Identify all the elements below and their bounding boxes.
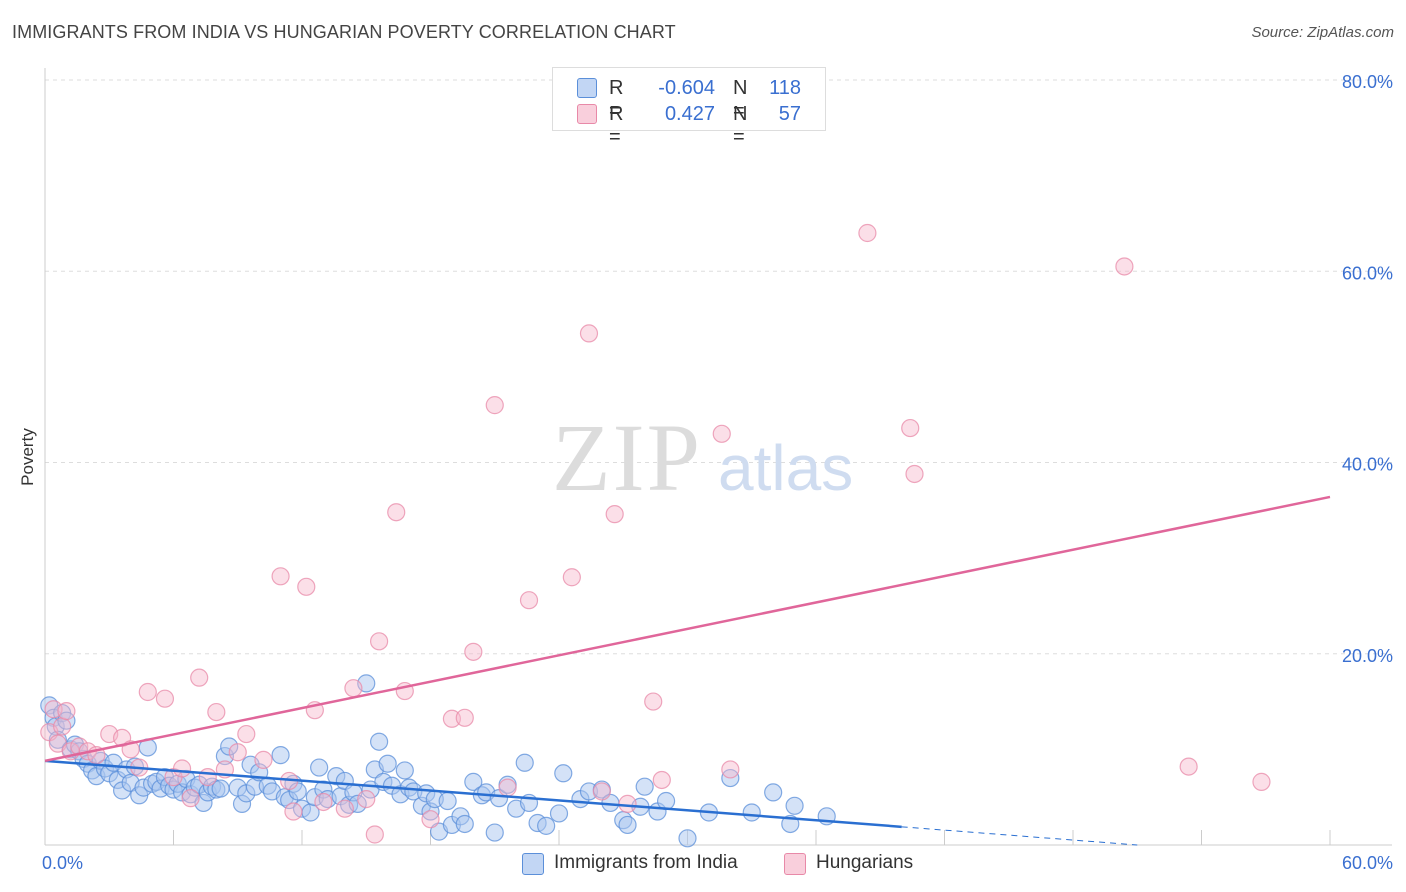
watermark-atlas: atlas xyxy=(718,432,853,504)
hungarians-point-35 xyxy=(370,632,389,651)
india-trend-line xyxy=(44,759,902,829)
hungarians-r-label: R = xyxy=(609,103,624,148)
india-point-99 xyxy=(537,816,556,835)
india-point-101 xyxy=(554,764,573,783)
hungarians-point-23 xyxy=(237,724,256,744)
hungarians-point-51 xyxy=(652,770,671,790)
india-point-92 xyxy=(485,823,504,842)
india-point-117 xyxy=(785,796,804,815)
india-point-107 xyxy=(618,815,637,835)
series-india-points xyxy=(40,674,836,848)
hungarians-point-19 xyxy=(198,768,217,787)
hungarians-point-41 xyxy=(464,642,483,661)
india-n-label: N = xyxy=(733,77,748,122)
correlation-legend: R = -0.604 N = 118 R = 0.427 N = 57 xyxy=(552,67,826,148)
hungarians-point-50 xyxy=(644,692,663,711)
y-axis-label: Poverty xyxy=(18,428,37,486)
hungarians-point-38 xyxy=(421,810,440,829)
hungarians-point-59 xyxy=(1252,772,1271,791)
hungarians-point-22 xyxy=(228,743,247,762)
india-point-74 xyxy=(378,754,397,773)
india-point-52 xyxy=(271,746,290,765)
india-point-60 xyxy=(310,758,329,777)
bottom-india-swatch xyxy=(522,853,544,875)
hungarians-point-42 xyxy=(485,396,504,415)
chart-title: IMMIGRANTS FROM INDIA VS HUNGARIAN POVER… xyxy=(12,22,676,42)
source-label: Source: ZipAtlas.com xyxy=(1251,24,1394,41)
x-tick-label-60: 60.0% xyxy=(1342,853,1393,873)
india-point-88 xyxy=(455,814,474,834)
hungarians-point-24 xyxy=(254,750,273,769)
india-n-value: 118 xyxy=(769,77,801,99)
hungarians-point-52 xyxy=(712,424,731,443)
hungarians-point-36 xyxy=(387,503,406,522)
hungarians-point-28 xyxy=(297,577,316,596)
hungarians-point-34 xyxy=(365,825,384,844)
watermark-zip: ZIP xyxy=(552,404,702,511)
india-point-109 xyxy=(635,777,654,796)
y-tick-label-80: 80.0% xyxy=(1342,72,1393,92)
hungarians-point-43 xyxy=(498,778,517,797)
x-tick-label-0: 0.0% xyxy=(42,853,83,873)
hungarians-trend-line xyxy=(44,495,1331,763)
india-point-89 xyxy=(464,772,483,791)
bottom-hungarians-swatch xyxy=(784,853,806,875)
hungarians-point-33 xyxy=(357,789,376,809)
hungarians-point-48 xyxy=(605,505,624,524)
india-point-116 xyxy=(764,783,783,802)
hungarians-point-53 xyxy=(721,760,740,779)
bottom-india-label: Immigrants from India xyxy=(554,852,738,873)
hungarians-point-57 xyxy=(1115,257,1134,276)
hungarians-point-4 xyxy=(57,702,76,721)
trend-lines xyxy=(44,495,1331,846)
hungarians-point-13 xyxy=(138,682,157,702)
hungarians-point-27 xyxy=(284,802,303,821)
hungarians-point-3 xyxy=(53,717,72,736)
hungarians-point-49 xyxy=(618,794,637,813)
hungarians-point-18 xyxy=(190,668,209,687)
watermark: ZIP atlas xyxy=(552,404,853,511)
hungarians-point-39 xyxy=(442,709,462,728)
grid-layer xyxy=(45,79,1392,655)
y-tick-label-20: 20.0% xyxy=(1342,646,1393,666)
tick-labels: 20.0% 40.0% 60.0% 80.0% 0.0% 60.0% Poverty xyxy=(18,72,1393,873)
hungarians-swatch xyxy=(577,104,597,124)
india-point-111 xyxy=(656,791,676,811)
hungarians-point-16 xyxy=(172,759,192,778)
india-point-72 xyxy=(370,732,389,751)
hungarians-point-25 xyxy=(271,567,290,586)
india-r-label: R = xyxy=(609,77,624,122)
hungarians-point-46 xyxy=(579,324,599,343)
hungarians-point-56 xyxy=(905,464,924,484)
hungarians-point-55 xyxy=(901,418,920,438)
india-trend-extension xyxy=(901,826,1138,846)
hungarians-point-32 xyxy=(344,679,363,698)
y-tick-label-40: 40.0% xyxy=(1342,455,1393,475)
india-r-value: -0.604 xyxy=(658,77,715,99)
india-point-85 xyxy=(438,791,457,811)
hungarians-n-value: 57 xyxy=(778,103,801,125)
hungarians-point-14 xyxy=(155,689,175,708)
hungarians-point-45 xyxy=(562,568,581,587)
hungarians-point-47 xyxy=(592,782,611,801)
y-tick-label-60: 60.0% xyxy=(1342,263,1393,283)
hungarians-point-44 xyxy=(519,591,539,610)
india-swatch xyxy=(577,78,597,98)
hungarians-point-31 xyxy=(335,799,354,818)
hungarians-point-20 xyxy=(207,702,226,722)
hungarians-r-value: 0.427 xyxy=(664,103,715,125)
bottom-hungarians-label: Hungarians xyxy=(816,852,914,873)
hungarians-point-17 xyxy=(181,789,200,808)
india-point-77 xyxy=(395,761,414,780)
hungarians-point-30 xyxy=(314,792,333,812)
hungarians-point-54 xyxy=(858,223,877,243)
india-point-96 xyxy=(515,753,534,772)
india-point-100 xyxy=(549,804,569,823)
hungarians-point-40 xyxy=(455,708,474,727)
hungarians-point-58 xyxy=(1179,757,1198,776)
india-point-115 xyxy=(742,803,761,822)
hungarians-n-label: N = xyxy=(733,103,748,148)
india-point-112 xyxy=(678,829,697,848)
